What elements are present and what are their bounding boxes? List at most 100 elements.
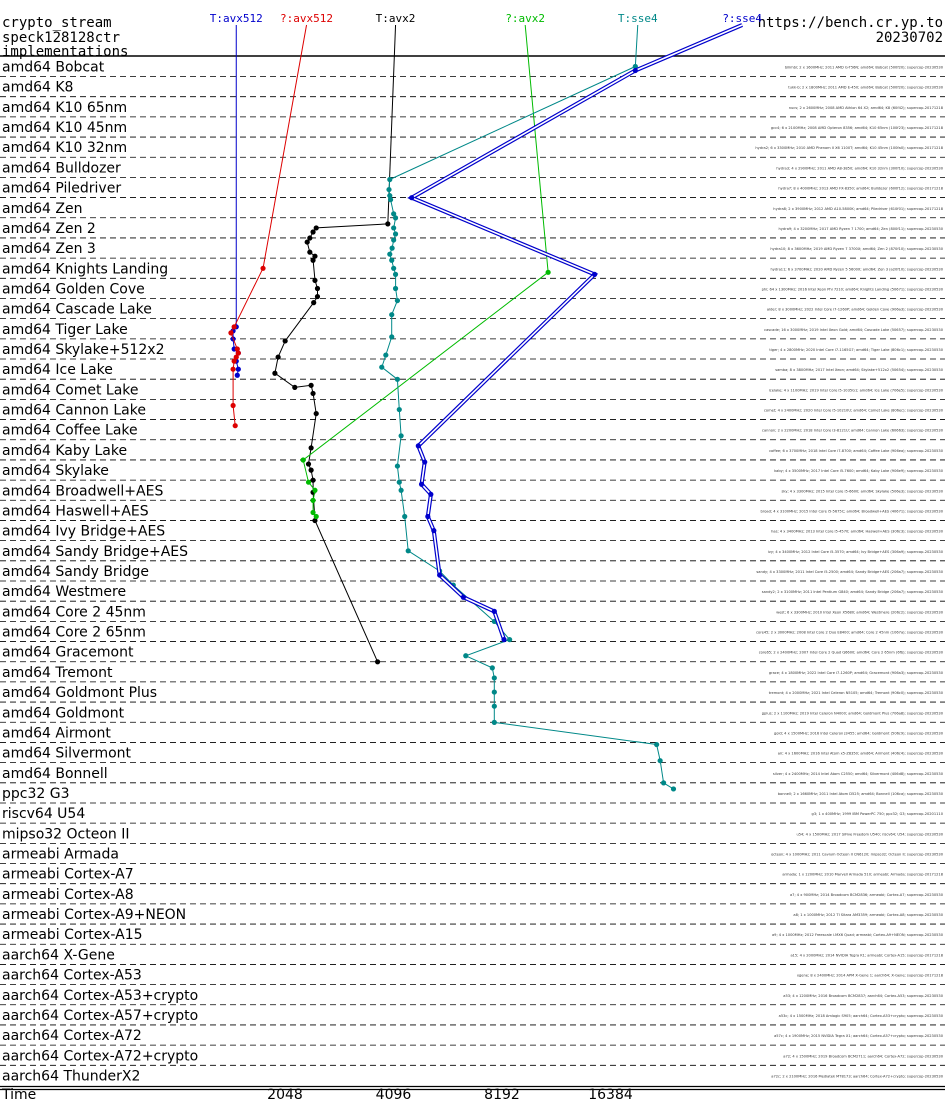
date-label: 20230702 — [876, 30, 943, 46]
series-point — [398, 433, 404, 439]
row-spec: alder; 8 x 3000MHz; 2022 Intel Core i7-1… — [767, 308, 944, 312]
series-point — [307, 249, 313, 255]
series-point — [260, 265, 266, 271]
series-point — [379, 364, 385, 370]
series-point — [314, 285, 321, 292]
row-spec: coffee; 6 x 3700MHz; 2018 Intel Core i7-… — [769, 449, 944, 453]
row-spec: octeon; 4 x 1000MHz; 2011 Cavium Octeon … — [771, 853, 944, 857]
series-point — [491, 608, 497, 614]
series-label: ?:avx2 — [505, 12, 545, 25]
series-point — [308, 382, 314, 388]
row-spec: a7; 4 x 900MHz; 2014 Broadcom BCM2836; a… — [790, 893, 944, 897]
row-label: ppc32 G3 — [2, 786, 70, 802]
series-5: ?:sse4 — [407, 12, 762, 643]
series-point — [394, 376, 401, 382]
row-spec: u54; 4 x 1500MHz; 2017 SiFive Freedom U5… — [796, 832, 943, 836]
row-spec: a72c; 2 x 2100MHz; 2016 Mediatek MT8173;… — [771, 1075, 943, 1079]
series-point — [392, 271, 399, 277]
series-point — [391, 265, 397, 271]
row-label: amd64 Tremont — [2, 665, 113, 681]
series-point — [282, 338, 288, 344]
series-point — [489, 665, 495, 671]
row-spec: broad; 4 x 3100MHz; 2015 Intel Core i5-5… — [761, 509, 944, 513]
series-label: T:sse4 — [618, 12, 658, 25]
row-spec: hydra2; 6 x 3300MHz; 2010 AMD Phenom II … — [755, 146, 943, 150]
series-point — [312, 517, 318, 524]
row-spec: a72; 4 x 1500MHz; 2019 Broadcom BCM2711;… — [783, 1054, 943, 1058]
series-point — [657, 758, 663, 764]
row-label: amd64 Goldmont Plus — [2, 685, 157, 701]
row-label: amd64 Skylake — [2, 463, 109, 479]
row-spec: g3; 1 x 400MHz; 1999 IBM PowerPC 750; pp… — [812, 812, 944, 816]
row-spec: a15; 4 x 2000MHz; 2014 NVIDIA Tegra K1; … — [790, 953, 943, 957]
series-point — [308, 445, 314, 451]
series-leader — [634, 24, 639, 67]
series-point — [491, 703, 497, 709]
x-tick-label: 4096 — [376, 1087, 412, 1103]
series-point — [389, 312, 395, 318]
row-spec: core65; 2 x 2400MHz; 2007 Intel Core 2 Q… — [759, 651, 944, 655]
series-point — [311, 300, 317, 306]
series-leader-inner — [635, 24, 743, 72]
x-tick-label: 16384 — [588, 1087, 633, 1103]
series-point — [591, 271, 598, 277]
row-label: amd64 Airmont — [2, 725, 111, 741]
row-spec: sandy; 4 x 3300MHz; 2011 Intel Core i5-2… — [756, 570, 943, 574]
row-label: amd64 Bobcat — [2, 60, 105, 76]
series-point — [230, 366, 236, 372]
row-label: amd64 Gracemont — [2, 645, 134, 661]
series-point — [387, 251, 393, 257]
series-point — [491, 689, 497, 695]
row-label: amd64 Core 2 45nm — [2, 604, 146, 620]
series-point — [387, 197, 394, 203]
row-label: amd64 Coffee Lake — [2, 423, 138, 439]
series-line-inner — [409, 69, 636, 640]
row-spec: hydra7; 8 x 4000MHz; 2013 AMD FX-8350; a… — [778, 187, 943, 191]
series-point — [394, 297, 401, 304]
row-label: riscv64 U54 — [2, 806, 85, 822]
series-point — [670, 786, 677, 792]
row-spec: a57c; 4 x 1900MHz; 2015 NVIDIA Tegra X1;… — [774, 1034, 944, 1038]
row-spec: sky; 4 x 3300MHz; 2015 Intel Core i5-660… — [782, 489, 944, 493]
series-point — [389, 257, 395, 263]
series-point — [396, 406, 402, 413]
row-spec: west; 6 x 3300MHz; 2010 Intel Xeon X5680… — [776, 610, 943, 614]
row-spec: hydra8; 2 x 3900MHz; 2012 AMD A10-5800K;… — [773, 207, 943, 211]
series-point — [394, 463, 401, 469]
row-label: amd64 Silvermont — [2, 746, 132, 762]
row-spec: gplus; 2 x 1100MHz; 2019 Intel Celeron N… — [762, 711, 944, 715]
series-point — [310, 257, 316, 263]
series-point — [387, 193, 393, 199]
row-label: amd64 Broadwell+AES — [2, 483, 163, 499]
series-point — [235, 366, 241, 372]
series-point — [391, 225, 397, 231]
series-point — [391, 211, 397, 217]
series-point — [310, 497, 316, 503]
row-label: armeabi Cortex-A15 — [2, 927, 143, 943]
row-label: aarch64 Cortex-A53+crypto — [2, 988, 198, 1004]
row-label: amd64 Westmere — [2, 584, 126, 600]
x-axis-label: Time — [1, 1087, 36, 1103]
row-spec: hydra11; 6 x 3700MHz; 2020 AMD Ryzen 5 5… — [770, 267, 943, 271]
row-spec: samba; 8 x 3800MHz; 2017 Intel Xeon; amd… — [775, 368, 943, 372]
series-point — [312, 277, 318, 284]
row-spec: a53c; 4 x 1500MHz; 2018 Amlogic S905; aa… — [779, 1014, 944, 1018]
row-label: aarch64 ThunderX2 — [2, 1069, 140, 1085]
x-tick-label: 8192 — [484, 1087, 520, 1103]
row-spec: armada; 1 x 1200MHz; 2010 Marvell Armada… — [782, 873, 943, 877]
series-point — [428, 491, 434, 497]
row-spec: bilimbi; 2 x 1600MHz; 2011 AMD G-T56N; a… — [785, 66, 944, 70]
series-point — [305, 479, 312, 485]
series-point — [307, 235, 313, 241]
row-spec: a9; 4 x 1000MHz; 2012 Freescale i.MX6 Qu… — [772, 933, 944, 937]
series-point — [314, 293, 321, 300]
series-label: T:avx2 — [376, 12, 416, 25]
series-4: T:sse4 — [379, 12, 677, 792]
series-point — [491, 719, 497, 725]
series-point — [392, 285, 399, 292]
series-point — [313, 513, 319, 520]
series-1: ?:avx512 — [228, 12, 333, 429]
row-spec: kaby; 4 x 3500MHz; 2017 Intel Core i5-76… — [774, 469, 944, 473]
row-spec: gcc4; 6 x 2100MHz; 2008 AMD Opteron 8356… — [771, 126, 944, 130]
